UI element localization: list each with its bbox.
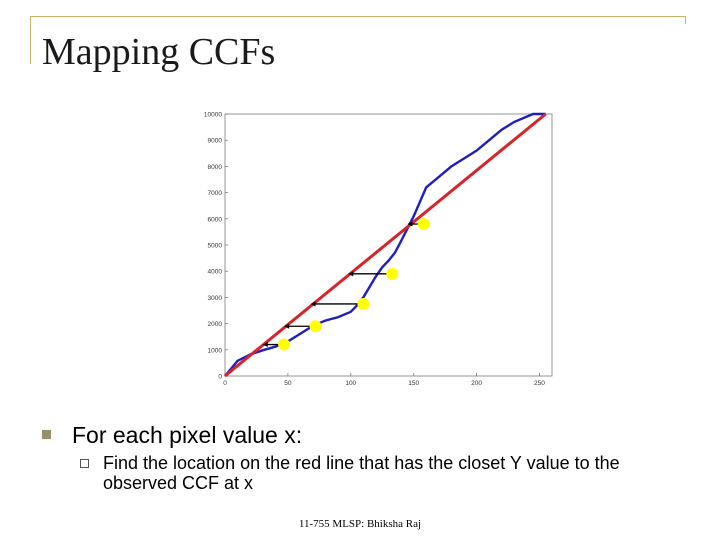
y-tick-label: 10000 xyxy=(204,112,222,119)
arrow-head-icon xyxy=(407,221,413,227)
y-tick-label: 2000 xyxy=(208,321,223,328)
y-tick-label: 6000 xyxy=(208,216,223,223)
red-reference-line xyxy=(224,112,547,378)
y-tick-label: 3000 xyxy=(208,295,223,302)
y-axis-ticks: 0 1000 2000 3000 4000 5000 6000 7000 8000 9000 100… xyxy=(204,112,228,381)
slide-footer: 11-755 MLSP: Bhiksha Raj xyxy=(298,518,422,530)
ccf-sample-point xyxy=(357,297,370,310)
ccf-curve xyxy=(224,112,546,377)
y-tick-label: 9000 xyxy=(208,138,223,145)
y-tick-label: 8000 xyxy=(208,164,223,171)
slide-frame-left-rule xyxy=(30,16,31,64)
y-tick-label: 7000 xyxy=(208,190,223,197)
ccf-sample-point xyxy=(386,267,399,280)
slide-title: Mapping CCFs xyxy=(42,31,276,73)
x-tick-label: 0 xyxy=(223,380,227,387)
arrow-head-icon xyxy=(262,342,268,348)
x-axis-ticks: 0 50 100 150 200 250 xyxy=(223,373,545,387)
bullet-square-icon xyxy=(42,430,51,439)
bullet-text: For each pixel value x: xyxy=(72,422,303,448)
slide-frame-top-rule xyxy=(30,16,685,17)
x-tick-label: 100 xyxy=(345,380,356,387)
sub-bullet-text: Find the location on the red line that h… xyxy=(103,453,620,493)
arrow-head-icon xyxy=(310,301,316,307)
ccf-sample-point xyxy=(309,320,322,333)
ccf-chart: 0100020003000400050006000700080009000100… xyxy=(204,112,553,387)
slide-frame-right-rule xyxy=(685,16,686,24)
sub-bullet-checkbox-icon xyxy=(80,459,89,468)
ccf-sample-point xyxy=(278,338,291,351)
y-tick-label: 5000 xyxy=(208,243,223,250)
y-tick-label: 0 xyxy=(218,374,222,381)
x-tick-label: 250 xyxy=(534,380,545,387)
y-tick-label: 4000 xyxy=(208,269,223,276)
x-tick-label: 200 xyxy=(471,380,482,387)
arrow-head-icon xyxy=(284,323,290,329)
y-tick-label: 1000 xyxy=(208,347,223,354)
ccf-sample-point xyxy=(417,218,430,231)
x-tick-label: 150 xyxy=(408,380,419,387)
x-tick-label: 50 xyxy=(284,380,292,387)
arrow-head-icon xyxy=(348,271,354,277)
mapping-markers xyxy=(262,218,430,351)
